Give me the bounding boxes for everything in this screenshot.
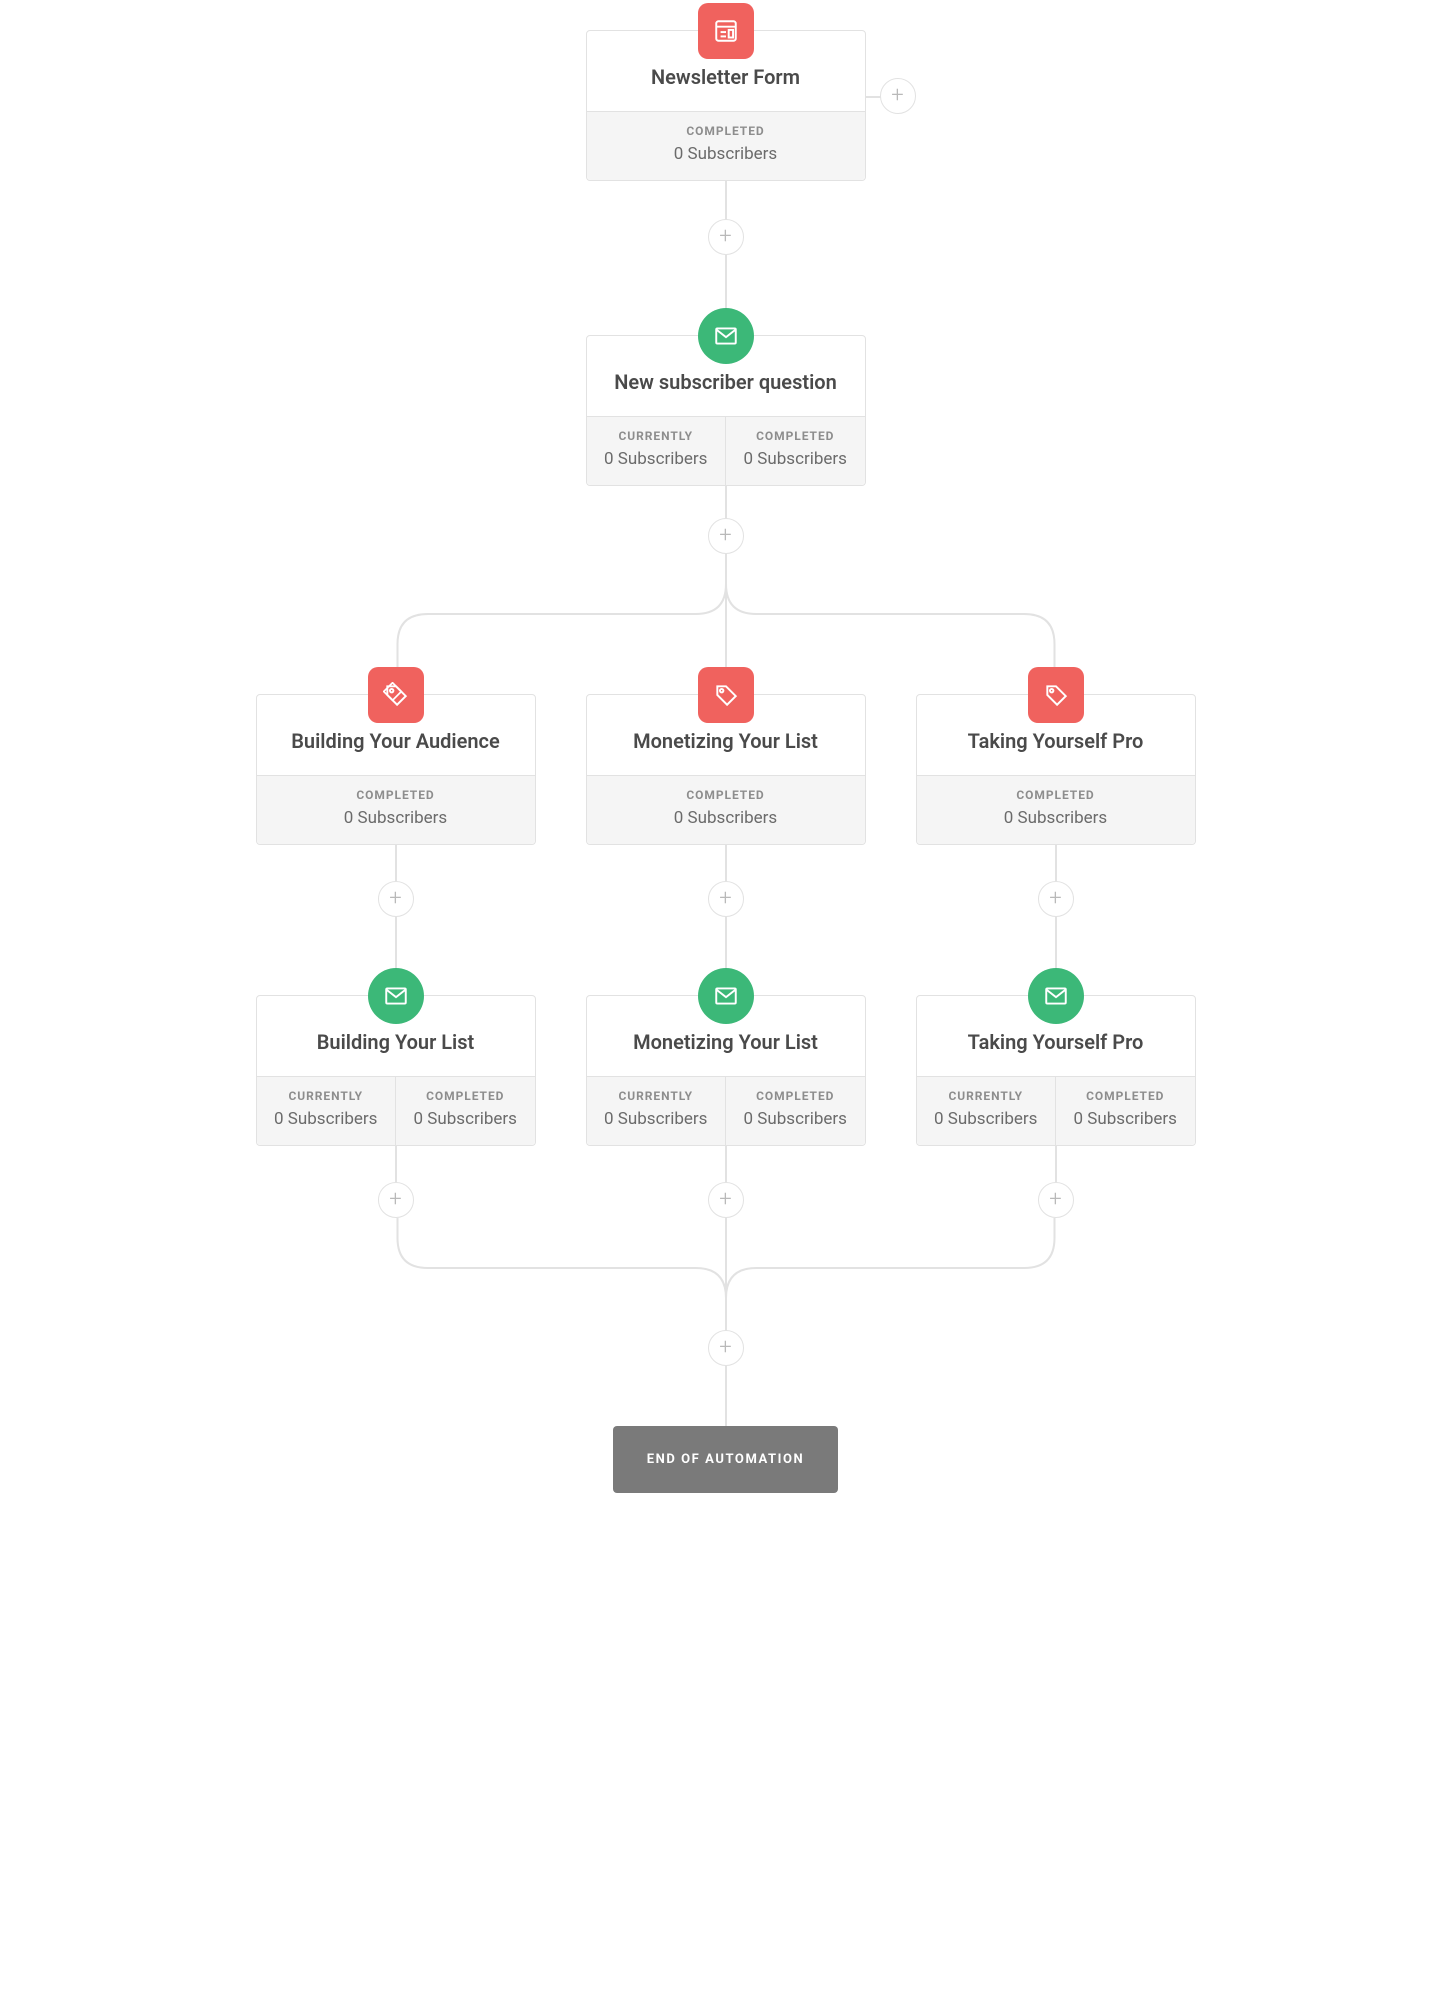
stat-currently: CURRENTLY 0 Subscribers (587, 417, 726, 485)
connector (725, 1366, 727, 1426)
add-step-button[interactable]: + (708, 219, 744, 255)
stat-label: COMPLETED (400, 1089, 531, 1103)
stat-value: 0 Subscribers (591, 808, 861, 828)
stat-label: CURRENTLY (591, 1089, 722, 1103)
tag-icon (698, 667, 754, 723)
connector: + (708, 486, 744, 554)
stat-completed: COMPLETED 0 Subscribers (725, 1077, 865, 1145)
stat-label: CURRENTLY (921, 1089, 1052, 1103)
stat-value: 0 Subscribers (921, 808, 1191, 828)
stat-value: 0 Subscribers (591, 144, 861, 164)
add-step-button[interactable]: + (1038, 881, 1074, 917)
stat-label: COMPLETED (261, 788, 531, 802)
stat-value: 0 Subscribers (730, 1109, 861, 1129)
stat-value: 0 Subscribers (1060, 1109, 1191, 1129)
stat-completed: COMPLETED 0 Subscribers (395, 1077, 535, 1145)
tag-icon (1028, 667, 1084, 723)
stat-completed: COMPLETED 0 Subscribers (725, 417, 865, 485)
node-new-subscriber-question[interactable]: New subscriber question CURRENTLY 0 Subs… (586, 335, 866, 486)
stat-value: 0 Subscribers (730, 449, 861, 469)
add-branch-button[interactable]: + (880, 78, 916, 114)
stat-completed: COMPLETED 0 Subscribers (587, 776, 865, 844)
mail-icon (698, 968, 754, 1024)
stat-value: 0 Subscribers (591, 1109, 722, 1129)
stat-currently: CURRENTLY 0 Subscribers (917, 1077, 1056, 1145)
stat-label: COMPLETED (1060, 1089, 1191, 1103)
stat-label: CURRENTLY (261, 1089, 392, 1103)
stat-label: COMPLETED (730, 429, 861, 443)
add-step-button[interactable]: + (378, 1182, 414, 1218)
node-monetizing-your-list-tag[interactable]: Monetizing Your List COMPLETED 0 Subscri… (586, 694, 866, 845)
add-step-button[interactable]: + (708, 881, 744, 917)
stat-value: 0 Subscribers (261, 808, 531, 828)
stat-label: COMPLETED (591, 124, 861, 138)
stat-value: 0 Subscribers (921, 1109, 1052, 1129)
merge-connector (256, 1218, 1196, 1348)
stat-value: 0 Subscribers (591, 449, 722, 469)
stat-label: COMPLETED (730, 1089, 861, 1103)
tag-icon (368, 667, 424, 723)
stat-currently: CURRENTLY 0 Subscribers (257, 1077, 396, 1145)
stat-label: CURRENTLY (591, 429, 722, 443)
add-step-button[interactable]: + (378, 881, 414, 917)
add-step-button[interactable]: + (708, 1330, 744, 1366)
connector: + (1038, 1146, 1074, 1218)
node-building-your-audience[interactable]: Building Your Audience COMPLETED 0 Subsc… (256, 694, 536, 845)
stat-completed: COMPLETED 0 Subscribers (1055, 1077, 1195, 1145)
node-monetizing-your-list-mail[interactable]: Monetizing Your List CURRENTLY 0 Subscri… (586, 995, 866, 1146)
end-of-automation: END OF AUTOMATION (613, 1426, 839, 1493)
mail-icon (698, 308, 754, 364)
form-icon (698, 3, 754, 59)
stat-completed: COMPLETED 0 Subscribers (587, 112, 865, 180)
stat-value: 0 Subscribers (400, 1109, 531, 1129)
node-newsletter-form[interactable]: Newsletter Form COMPLETED 0 Subscribers (586, 30, 866, 181)
stat-value: 0 Subscribers (261, 1109, 392, 1129)
stat-completed: COMPLETED 0 Subscribers (257, 776, 535, 844)
stat-currently: CURRENTLY 0 Subscribers (587, 1077, 726, 1145)
node-taking-yourself-pro-mail[interactable]: Taking Yourself Pro CURRENTLY 0 Subscrib… (916, 995, 1196, 1146)
mail-icon (1028, 968, 1084, 1024)
stat-label: COMPLETED (921, 788, 1191, 802)
connector: + (378, 1146, 414, 1218)
node-building-your-list[interactable]: Building Your List CURRENTLY 0 Subscribe… (256, 995, 536, 1146)
stat-label: COMPLETED (591, 788, 861, 802)
add-step-button[interactable]: + (1038, 1182, 1074, 1218)
add-step-button[interactable]: + (708, 1182, 744, 1218)
node-taking-yourself-pro-tag[interactable]: Taking Yourself Pro COMPLETED 0 Subscrib… (916, 694, 1196, 845)
add-step-button[interactable]: + (708, 518, 744, 554)
mail-icon (368, 968, 424, 1024)
connector: + (708, 1146, 744, 1218)
stat-completed: COMPLETED 0 Subscribers (917, 776, 1195, 844)
